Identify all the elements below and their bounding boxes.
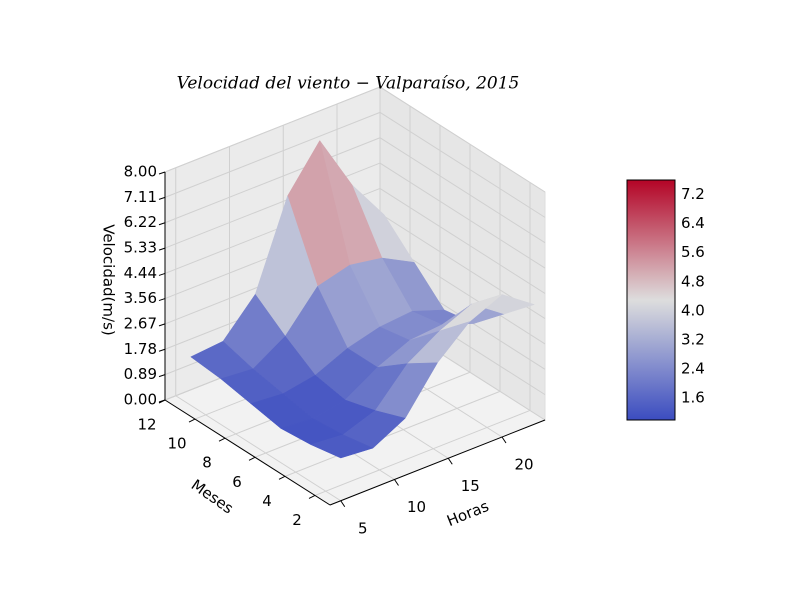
z-tick [158, 171, 166, 175]
x-tick [501, 436, 507, 444]
surface-face [310, 434, 374, 459]
y-tick-label: 8 [202, 454, 212, 472]
x-tick-label: 20 [514, 456, 533, 474]
y-tick-label: 12 [137, 416, 156, 434]
grid-line [164, 86, 381, 173]
y-tick-label: 6 [232, 473, 242, 491]
x-tick [447, 457, 453, 465]
y-tick [278, 475, 286, 480]
grid-line [379, 162, 546, 269]
y-tick-label: 4 [262, 492, 272, 510]
z-tick-label: 0.00 [124, 391, 157, 409]
colorbar-tick-label: 2.4 [681, 360, 705, 378]
y-tick [248, 456, 256, 461]
grid-line [175, 395, 342, 502]
z-tick [158, 222, 166, 226]
y-axis-label: Meses [188, 476, 237, 518]
grid-line [164, 137, 381, 224]
x-tick-label: 5 [358, 519, 368, 537]
colorbar-tick-label: 3.2 [681, 331, 705, 349]
z-tick-label: 6.22 [124, 213, 157, 231]
z-tick-label: 5.33 [124, 239, 157, 257]
y-tick [188, 418, 196, 423]
colorbar [626, 179, 676, 421]
x-tick [340, 500, 346, 508]
z-tick [158, 196, 166, 200]
y-axis [164, 399, 331, 506]
z-tick [158, 298, 166, 302]
grid-line [379, 137, 546, 244]
colorbar-tick-label: 7.2 [681, 185, 705, 203]
grid-line [164, 111, 381, 198]
x-tick [394, 479, 399, 486]
colorbar-tick-label: 4.0 [681, 301, 705, 319]
x-axis [329, 419, 546, 506]
z-tick [158, 272, 166, 276]
y-tick-label: 10 [167, 435, 186, 453]
grid-line [379, 86, 546, 193]
z-tick-label: 1.78 [124, 340, 157, 358]
z-tick-label: 2.67 [124, 314, 157, 332]
z-tick [158, 348, 166, 352]
z-tick-label: 7.11 [124, 188, 157, 206]
chart-title: Velocidad del viento − Valparaíso, 2015 [177, 74, 520, 94]
y-tick [308, 495, 316, 499]
z-axis-label: Velocidad(m/s) [100, 224, 118, 336]
x-axis-label: Horas [444, 497, 491, 530]
colorbar-tick-label: 5.6 [681, 243, 705, 261]
y-tick [218, 437, 226, 442]
z-tick [158, 247, 166, 251]
x-tick-label: 10 [407, 498, 426, 516]
colorbar-tick-label: 4.8 [681, 272, 705, 290]
grid-line [284, 390, 501, 477]
grid-line [314, 409, 531, 496]
z-tick [158, 399, 166, 403]
z-tick-label: 4.44 [124, 264, 157, 282]
colorbar-tick-label: 6.4 [681, 214, 705, 232]
z-tick [158, 323, 166, 327]
grid-line [379, 188, 546, 294]
colorbar-tick-label: 1.6 [681, 389, 705, 407]
z-tick-label: 8.00 [124, 163, 157, 181]
z-tick [158, 374, 166, 378]
x-tick-label: 15 [461, 477, 480, 495]
grid-line [379, 111, 546, 218]
y-tick-label: 2 [292, 511, 302, 529]
z-tick-label: 3.56 [124, 289, 157, 307]
z-tick-label: 0.89 [124, 365, 157, 383]
